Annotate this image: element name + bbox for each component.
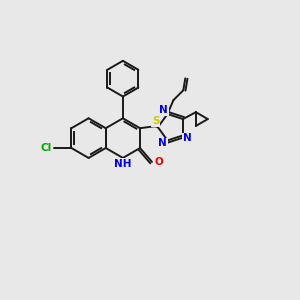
Text: N: N xyxy=(158,138,167,148)
Text: NH: NH xyxy=(114,159,132,169)
Text: N: N xyxy=(159,105,168,115)
Text: Cl: Cl xyxy=(40,143,51,153)
Text: S: S xyxy=(152,116,160,126)
Text: O: O xyxy=(154,157,163,167)
Text: N: N xyxy=(183,133,191,143)
